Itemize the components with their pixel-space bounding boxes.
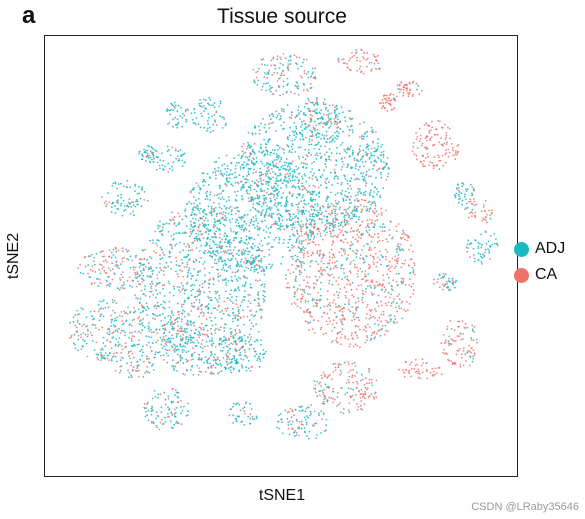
cluster-30 <box>337 48 381 75</box>
cluster-3 <box>285 198 416 349</box>
legend-marker-adj <box>514 241 529 257</box>
legend-label-adj: ADJ <box>535 240 566 257</box>
cluster-17 <box>294 97 341 142</box>
cluster-13 <box>453 182 475 206</box>
cluster-18 <box>190 96 228 134</box>
legend-marker-ca <box>514 267 529 283</box>
cluster-11 <box>465 230 499 265</box>
legend-label-ca: CA <box>535 266 558 283</box>
legend-item-ca: CA <box>514 262 565 288</box>
cluster-20 <box>101 180 149 217</box>
cluster-16 <box>352 145 389 173</box>
plot-area <box>44 35 518 477</box>
legend-item-adj: ADJ <box>514 236 565 262</box>
x-axis-label: tSNE1 <box>258 487 306 504</box>
cluster-6 <box>276 404 328 440</box>
cluster-28 <box>138 145 159 164</box>
cluster-15 <box>378 92 398 112</box>
cluster-7 <box>313 361 378 415</box>
cluster-24 <box>158 320 203 353</box>
scatter-plot <box>68 48 499 440</box>
cluster-5 <box>228 401 258 426</box>
chart-title: Tissue source <box>217 5 347 28</box>
cluster-26 <box>210 329 267 374</box>
cluster-31 <box>396 80 423 98</box>
cluster-4 <box>240 101 390 234</box>
y-axis-label: tSNE2 <box>5 232 22 280</box>
cluster-19 <box>147 145 186 174</box>
cluster-25 <box>143 387 190 431</box>
watermark: CSDN @LRaby35646 <box>471 501 579 513</box>
cluster-9 <box>440 319 478 368</box>
cluster-21 <box>77 247 154 291</box>
cluster-27 <box>165 101 189 129</box>
cluster-23 <box>110 343 157 379</box>
cluster-14 <box>411 120 460 171</box>
legend: ADJ CA <box>514 236 565 288</box>
cluster-8 <box>398 358 443 380</box>
cluster-10 <box>433 272 458 292</box>
cluster-29 <box>252 53 317 97</box>
cluster-12 <box>464 199 493 224</box>
cluster-22 <box>68 299 144 362</box>
panel-letter: a <box>22 2 36 29</box>
